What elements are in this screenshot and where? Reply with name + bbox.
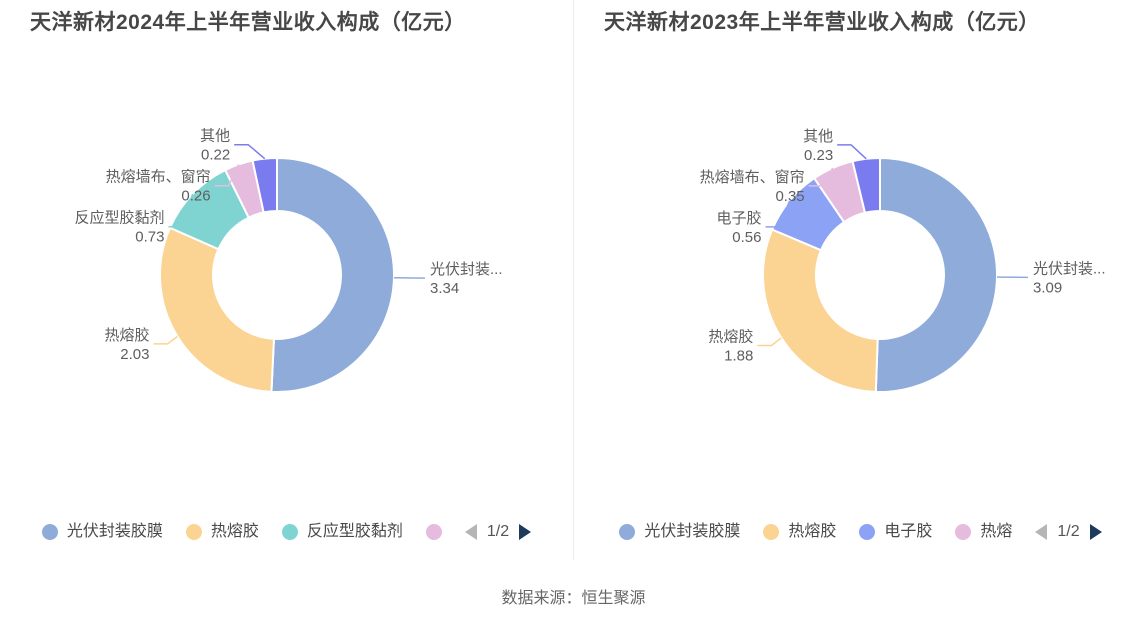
legend-page-indicator: 1/2 [1057,523,1080,540]
legend-item-label: 反应型胶黏剂 [306,523,403,540]
legend-item-label: 光伏封装胶膜 [644,523,741,540]
segment-label-value: 3.34 [430,280,459,297]
label-line [153,335,178,345]
legend-dot-icon [763,524,780,540]
legend-item-label: 热熔 [980,523,1013,540]
legend-item-label: 电子胶 [884,523,933,540]
legend-item-1[interactable]: 热熔胶 [185,523,259,540]
label-line [837,144,867,160]
label-line [765,200,791,228]
label-line [757,337,782,347]
segment-label-value: 2.03 [120,346,149,363]
legend-dot-icon [425,524,442,540]
legend-dot-icon [619,524,636,540]
segment-label-name: 光伏封装... [1033,260,1106,277]
chart-panel-2024-h1: 天洋新材2024年上半年营业收入构成（亿元） 光伏封装... 3.34 热熔胶 2.0… [0,0,573,560]
legend-dot-icon [955,524,972,540]
label-line [214,164,240,187]
donut-chart-2024: 光伏封装... 3.34 热熔胶 2.03 反应型胶黏剂 0.73 热熔墙布、窗帘 0.26 其… [74,128,503,393]
segment-label-value: 0.23 [804,147,833,164]
segment-label-name: 反应型胶黏剂 [74,209,164,227]
legend-item-2[interactable]: 电子胶 [859,524,932,540]
legend-prev-page-icon[interactable] [1035,524,1048,540]
legend-2024: 光伏封装胶膜 热熔胶 反应型胶黏剂 1/2 [0,519,573,545]
label-line [808,167,834,187]
legend-item-0[interactable]: 光伏封装胶膜 [41,523,163,540]
legend-2023: 光伏封装胶膜 热熔胶 电子胶 热熔 1/2 [574,519,1147,545]
donut-segment-0[interactable] [270,157,395,393]
legend-item-label: 热熔胶 [210,523,259,540]
label-line [168,193,194,228]
segment-label-name: 热熔胶 [104,327,149,344]
legend-item-3[interactable] [425,524,442,540]
data-source: 数据来源：恒生聚源 [501,590,646,607]
legend-dot-icon [281,524,298,540]
segment-label-value: 0.73 [135,229,164,246]
segment-label-name: 光伏封装... [430,261,503,278]
segment-label-name: 热熔墙布、窗帘 [106,168,211,186]
legend-item-label: 热熔胶 [788,523,837,540]
segment-label-value: 1.88 [724,347,753,364]
legend-item-1[interactable]: 热熔胶 [763,524,836,540]
legend-item-2[interactable]: 反应型胶黏剂 [281,523,403,540]
segment-label-value: 0.35 [775,188,804,205]
legend-pager: 1/2 [464,523,532,541]
segment-label-value: 3.09 [1033,279,1062,296]
donut-segment-1[interactable] [762,228,879,393]
legend-dot-icon [185,524,202,540]
segment-label-name: 其他 [200,128,230,145]
segment-label-name: 电子胶 [716,210,761,227]
segment-label-value: 0.22 [201,147,230,164]
donut-chart-2023: 光伏封装... 3.09 热熔胶 1.88 电子胶 0.56 热熔墙布、窗帘 0.35 其他 0.… [700,128,1106,393]
donut-segment-1[interactable] [159,226,275,393]
chart-title-2024: 天洋新材2024年上半年营业收入构成（亿元） [30,11,466,34]
legend-dot-icon [41,524,58,540]
segment-label-name: 热熔胶 [708,328,753,345]
legend-item-0[interactable]: 光伏封装胶膜 [619,524,740,540]
legend-prev-page-icon[interactable] [464,524,477,540]
legend-item-3[interactable]: 热熔 [955,524,1012,540]
donut-segment-4[interactable] [251,157,278,214]
segment-label-name: 热熔墙布、窗帘 [700,168,805,186]
legend-next-page-icon[interactable] [1089,524,1102,540]
segment-label-value: 0.56 [732,229,761,246]
chart-title-2023: 天洋新材2023年上半年营业收入构成（亿元） [604,11,1040,34]
legend-next-page-icon[interactable] [519,524,532,540]
legend-dot-icon [859,524,876,540]
donut-segment-0[interactable] [874,157,998,393]
donut-segment-4[interactable] [851,157,881,214]
segment-label-value: 0.26 [181,188,210,205]
legend-page-indicator: 1/2 [486,523,510,540]
segment-label-name: 其他 [803,128,833,145]
legend-item-label: 光伏封装胶膜 [66,523,163,540]
chart-panel-2023-h1: 天洋新材2023年上半年营业收入构成（亿元） 光伏封装... 3.09 热熔胶 1.8… [573,0,1147,560]
legend-pager: 1/2 [1035,523,1102,541]
label-line [234,143,266,160]
charts-row: 天洋新材2024年上半年营业收入构成（亿元） 光伏封装... 3.34 热熔胶 2.0… [0,0,1147,560]
